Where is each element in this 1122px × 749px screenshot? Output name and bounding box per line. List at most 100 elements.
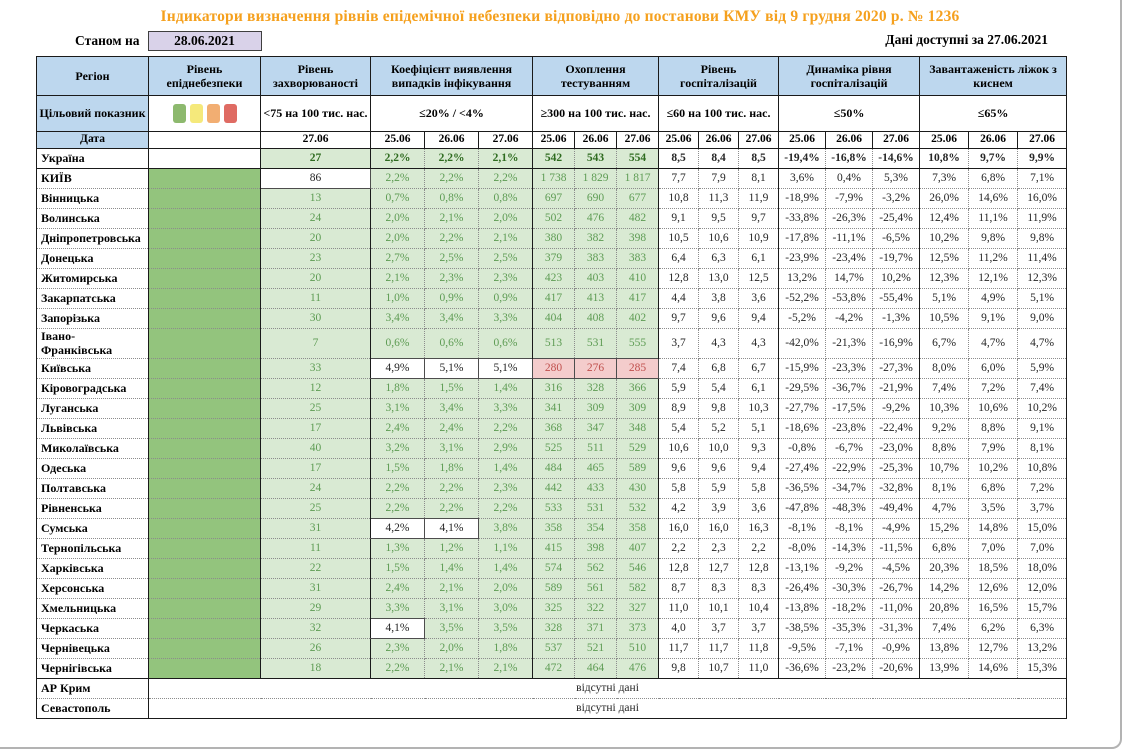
region-label: АР Крим: [36, 677, 149, 699]
dynamics-cell: -17,5%: [825, 397, 874, 419]
dynamics-cell: -27,4%: [778, 457, 827, 479]
detection-cell: 2,4%: [424, 417, 479, 439]
dynamics-cell: -4,5%: [872, 557, 921, 579]
region-label: Чернівецька: [36, 637, 149, 659]
testing-cell: 532: [616, 497, 660, 519]
detection-cell: 2,2%: [477, 168, 534, 189]
incidence-cell: 30: [260, 308, 371, 329]
epi-level-cell: [148, 288, 261, 309]
testing-cell: 368: [532, 417, 576, 439]
epi-level-legend: [148, 95, 261, 132]
dynamics-cell: -55,4%: [872, 288, 921, 309]
dynamics-cell: -11,1%: [825, 228, 874, 249]
dynamics-cell: -19,4%: [778, 148, 827, 169]
table-row: Севастополь відсутні дані: [36, 697, 1068, 719]
column-header-epi: Рівень епіднебезпеки: [148, 56, 261, 96]
bed-load-cell: 8,1%: [1017, 437, 1068, 459]
dynamics-cell: -6,7%: [825, 437, 874, 459]
hospitalization-cell: 9,7: [738, 208, 780, 229]
epi-level-green-square: [172, 104, 186, 123]
date-test-1: 25.06: [532, 131, 576, 149]
table-row: Миколаївська 40 3,2% 3,1% 2,9% 525 511 529 10,6 1…: [36, 437, 1068, 459]
detection-cell: 4,9%: [370, 357, 425, 379]
region-label: Севастополь: [36, 697, 149, 719]
dynamics-cell: 0,4%: [825, 168, 874, 189]
dynamics-cell: -20,6%: [872, 657, 921, 679]
detection-cell: 0,6%: [477, 328, 534, 359]
dynamics-cell: -4,2%: [825, 308, 874, 329]
bed-load-cell: 18,5%: [968, 557, 1019, 579]
hospitalization-cell: 6,1: [738, 377, 780, 399]
bed-load-cell: 6,7%: [919, 328, 970, 359]
testing-cell: 555: [616, 328, 660, 359]
dynamics-cell: -18,2%: [825, 597, 874, 619]
hospitalization-cell: 11,3: [698, 188, 740, 209]
column-header-load: Завантаженість ліжок з киснем: [919, 56, 1068, 96]
epi-level-cell: [148, 417, 261, 439]
testing-cell: 476: [616, 657, 660, 679]
dynamics-cell: -9,2%: [825, 557, 874, 579]
table-row: Тернопільська 11 1,3% 1,2% 1,1% 415 398 407 2,2 2…: [36, 537, 1068, 559]
testing-cell: 415: [532, 537, 576, 559]
dynamics-cell: -5,2%: [778, 308, 827, 329]
detection-cell: 2,2%: [477, 497, 534, 519]
hospitalization-cell: 5,8: [738, 477, 780, 499]
hospitalization-cell: 9,1: [658, 208, 700, 229]
hospitalization-cell: 6,8: [698, 357, 740, 379]
hospitalization-cell: 3,6: [738, 497, 780, 519]
dynamics-cell: -23,9%: [778, 248, 827, 269]
detection-cell: 1,3%: [370, 537, 425, 559]
table-row: Хмельницька 29 3,3% 3,1% 3,0% 325 322 327 11,0 10…: [36, 597, 1068, 619]
dynamics-cell: -25,4%: [872, 208, 921, 229]
testing-cell: 402: [616, 308, 660, 329]
dynamics-cell: -7,9%: [825, 188, 874, 209]
bed-load-cell: 12,3%: [1017, 268, 1068, 289]
testing-cell: 371: [574, 617, 618, 639]
hospitalization-cell: 11,7: [698, 637, 740, 659]
hospitalization-cell: 5,8: [658, 477, 700, 499]
testing-cell: 511: [574, 437, 618, 459]
dynamics-cell: -29,5%: [778, 377, 827, 399]
hospitalization-cell: 8,4: [698, 148, 740, 169]
bed-load-cell: 18,0%: [1017, 557, 1068, 579]
incidence-cell: 11: [260, 537, 371, 559]
hospitalization-cell: 11,0: [738, 657, 780, 679]
table-row: Чернівецька 26 2,3% 2,0% 1,8% 537 521 510 11,7 11…: [36, 637, 1068, 659]
target-row-label: Цільовий показник: [36, 95, 149, 132]
table-row: Івано- Франківська 7 0,6% 0,6% 0,6% 513 531 555 3…: [36, 328, 1068, 359]
bed-load-cell: 6,0%: [968, 357, 1019, 379]
date-test-2: 26.06: [574, 131, 618, 149]
hospitalization-cell: 7,7: [658, 168, 700, 189]
incidence-cell: 11: [260, 288, 371, 309]
testing-cell: 542: [532, 148, 576, 169]
epi-level-cell: [148, 208, 261, 229]
testing-cell: 690: [574, 188, 618, 209]
detection-cell: 2,3%: [477, 477, 534, 499]
detection-cell: 2,2%: [370, 477, 425, 499]
bed-load-cell: 16,0%: [1017, 188, 1068, 209]
hospitalization-cell: 4,2: [658, 497, 700, 519]
detection-cell: 0,9%: [424, 288, 479, 309]
hospitalization-cell: 6,1: [738, 248, 780, 269]
bed-load-cell: 10,2%: [919, 228, 970, 249]
incidence-cell: 27: [260, 148, 371, 169]
testing-cell: 561: [574, 577, 618, 599]
region-label: КИЇВ: [36, 168, 149, 189]
detection-cell: 2,1%: [477, 228, 534, 249]
dynamics-cell: -18,9%: [778, 188, 827, 209]
hospitalization-cell: 12,8: [738, 557, 780, 579]
bed-load-cell: 13,2%: [1017, 637, 1068, 659]
bed-load-cell: 11,2%: [968, 248, 1019, 269]
epi-level-cell: [148, 168, 261, 189]
detection-cell: 3,1%: [424, 597, 479, 619]
bed-load-cell: 12,3%: [919, 268, 970, 289]
hospitalization-cell: 11,0: [658, 597, 700, 619]
dynamics-cell: -4,9%: [872, 517, 921, 539]
testing-cell: 533: [532, 497, 576, 519]
bed-load-cell: 26,0%: [919, 188, 970, 209]
dynamics-cell: -47,8%: [778, 497, 827, 519]
dynamics-cell: -9,2%: [872, 397, 921, 419]
dynamics-cell: 3,6%: [778, 168, 827, 189]
dynamics-cell: -0,9%: [872, 637, 921, 659]
target-inc: <75 на 100 тис. нас.: [260, 95, 371, 132]
